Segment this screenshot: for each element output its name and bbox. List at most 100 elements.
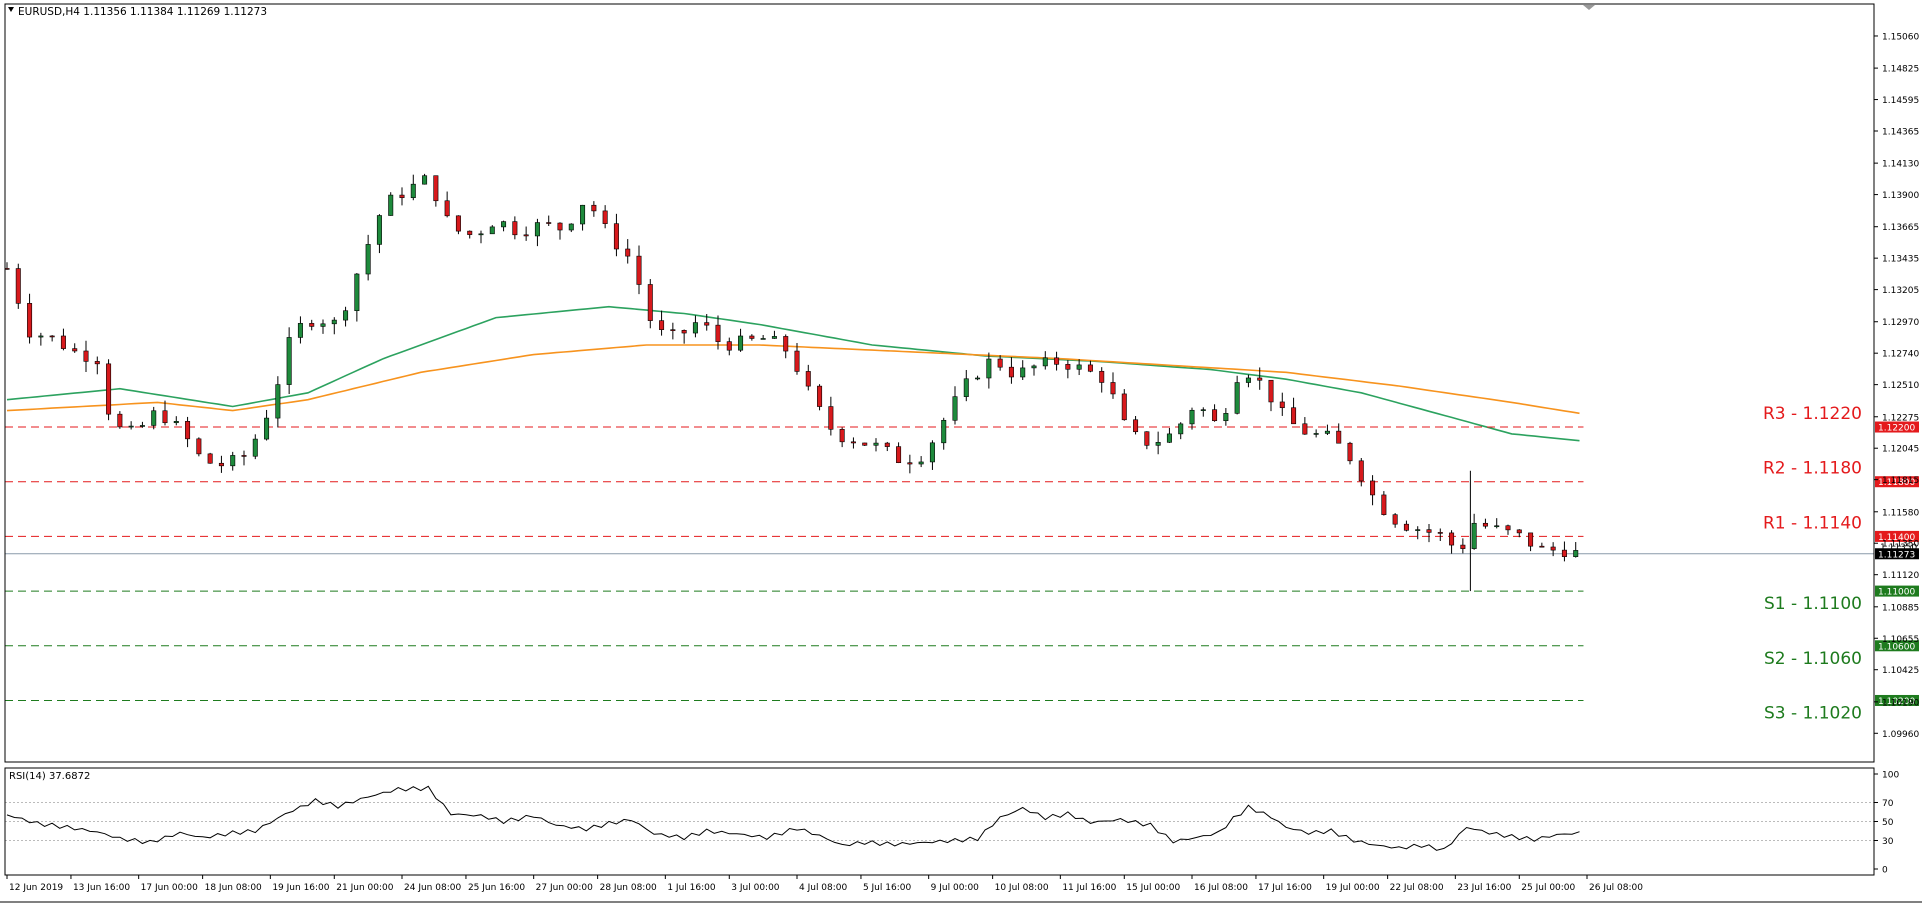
time-tick-label: 25 Jul 00:00 <box>1521 883 1575 893</box>
candle-body <box>862 442 868 446</box>
candle-body <box>1449 532 1455 546</box>
candle-body <box>1505 525 1511 531</box>
time-tick-label: 17 Jul 16:00 <box>1258 883 1312 893</box>
candle-body <box>534 222 540 237</box>
time-tick-label: 10 Jul 08:00 <box>995 883 1049 893</box>
candle-body <box>1370 480 1376 496</box>
candle-body <box>15 268 21 304</box>
candle-body <box>196 438 202 455</box>
candle-body <box>986 358 992 379</box>
level-price-tag-label: 1.11000 <box>1878 588 1915 598</box>
main-panel-frame <box>4 3 1875 763</box>
candle-body <box>1257 377 1263 381</box>
level-price-tag-label: 1.11400 <box>1878 533 1915 543</box>
candle-body <box>106 363 112 415</box>
level-price-tag-label: 1.11800 <box>1878 478 1915 488</box>
candle-body <box>501 221 507 228</box>
candle-body <box>580 204 586 225</box>
candle-body <box>286 337 292 385</box>
price-tick-label: 1.15060 <box>1882 32 1919 42</box>
candle-body <box>873 442 879 446</box>
level-price-tag <box>1875 640 1919 652</box>
time-tick-label: 17 Jun 00:00 <box>141 883 198 893</box>
candle-body <box>72 348 78 352</box>
candle-body <box>365 244 371 275</box>
candle-body <box>1494 525 1500 528</box>
candle-body <box>1054 357 1060 365</box>
candle-body <box>320 323 326 327</box>
candle-body <box>805 371 811 387</box>
candle-body <box>1121 393 1127 421</box>
candle-body <box>1336 430 1342 444</box>
candle-body <box>1426 529 1432 533</box>
candle-body <box>139 425 145 427</box>
candle-body <box>1020 367 1026 378</box>
candle-body <box>625 248 631 257</box>
candle-body <box>896 446 902 464</box>
price-tick-label: 1.13665 <box>1882 223 1919 233</box>
candle-body <box>1291 407 1297 425</box>
level-price-tag-label: 1.12200 <box>1878 424 1915 434</box>
candle-body <box>952 396 958 421</box>
candle-body <box>1144 431 1150 446</box>
candle-body <box>1539 545 1545 548</box>
candle-body <box>1381 494 1387 515</box>
candle-body <box>173 421 179 424</box>
candle-body <box>117 413 123 428</box>
rsi-tick-label: 70 <box>1882 799 1894 809</box>
level-label: R3 - 1.1220 <box>1763 404 1862 424</box>
candle-body <box>1031 365 1037 369</box>
candle-body <box>907 462 913 465</box>
candle-body <box>771 336 777 339</box>
candle-body <box>1471 522 1477 549</box>
candle-body <box>568 223 574 231</box>
candle-body <box>297 323 303 338</box>
rsi-line <box>6 785 1580 851</box>
candle-body <box>591 204 597 212</box>
price-tick-label: 1.12045 <box>1882 445 1919 455</box>
candle-body <box>1087 364 1093 372</box>
level-price-tag-label: 1.10600 <box>1878 642 1915 652</box>
candle-body <box>1133 419 1139 433</box>
moving-average-line <box>6 305 1580 442</box>
candle-body <box>1099 370 1105 383</box>
candle-body <box>388 194 394 216</box>
time-tick-label: 23 Jul 16:00 <box>1457 883 1511 893</box>
time-tick-label: 3 Jul 00:00 <box>731 883 780 893</box>
candle-body <box>162 410 168 424</box>
candle-body <box>207 453 213 464</box>
price-tick-label: 1.11815 <box>1882 476 1919 486</box>
time-tick-label: 19 Jul 00:00 <box>1326 883 1380 893</box>
candle-body <box>489 226 495 235</box>
time-tick-label: 16 Jul 08:00 <box>1194 883 1248 893</box>
candle-body <box>185 421 191 440</box>
shift-marker-icon[interactable] <box>1583 5 1595 10</box>
candle-body <box>1561 549 1567 557</box>
candle-body <box>410 183 416 199</box>
candle-body <box>817 385 823 407</box>
header-dropdown-icon[interactable] <box>8 7 14 12</box>
candle-body <box>1324 430 1330 434</box>
time-tick-label: 11 Jul 16:00 <box>1062 883 1116 893</box>
candle-body <box>230 455 236 467</box>
candle-body <box>794 350 800 372</box>
candle-body <box>704 322 710 326</box>
candle-body <box>839 428 845 443</box>
time-tick-label: 25 Jun 16:00 <box>468 883 525 893</box>
price-tick-label: 1.14825 <box>1882 65 1919 75</box>
candle-body <box>1573 550 1579 557</box>
current-price-tag-label: 1.11273 <box>1878 550 1915 560</box>
candle-body <box>726 341 732 351</box>
rsi-tick-label: 100 <box>1882 771 1899 781</box>
bid-price-label: 1.11350 <box>1880 543 1917 553</box>
candle-body <box>128 425 134 428</box>
rsi-tick-label: 0 <box>1882 866 1888 876</box>
time-tick-label: 27 Jun 00:00 <box>536 883 593 893</box>
time-tick-label: 18 Jun 08:00 <box>205 883 262 893</box>
time-tick-label: 19 Jun 16:00 <box>272 883 329 893</box>
candle-body <box>1403 523 1409 531</box>
level-label: R1 - 1.1140 <box>1763 513 1862 533</box>
candle-body <box>659 320 665 330</box>
candle-body <box>647 284 653 321</box>
